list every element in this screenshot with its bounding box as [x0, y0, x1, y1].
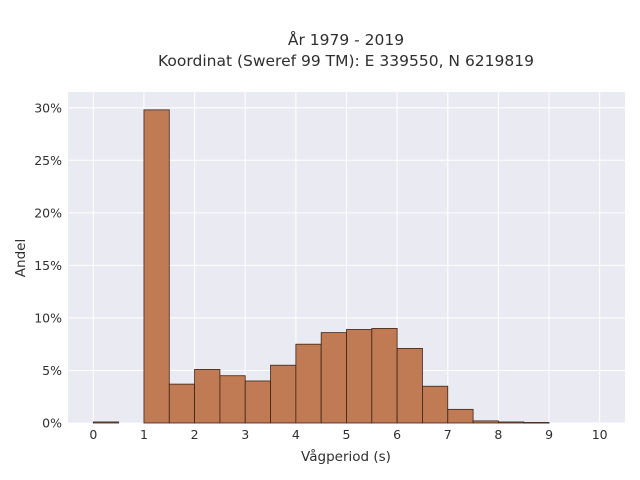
- x-tick-label: 8: [494, 427, 502, 442]
- y-tick-label: 5%: [42, 363, 62, 378]
- x-tick-label: 4: [292, 427, 300, 442]
- x-tick-label: 0: [89, 427, 97, 442]
- y-tick-label: 20%: [34, 205, 62, 220]
- histogram-bar: [295, 343, 322, 424]
- y-tick-labels: 0% 5% 10% 15% 20% 25% 30%: [34, 100, 62, 430]
- histogram-bar: [498, 421, 525, 424]
- x-axis-label: Vågperiod (s): [301, 448, 391, 465]
- histogram-bar: [244, 380, 271, 424]
- histogram-bar: [523, 422, 550, 424]
- chart-title-line1: År 1979 - 2019: [288, 30, 404, 49]
- x-tick-label: 1: [140, 427, 148, 442]
- x-tick-label: 3: [241, 427, 249, 442]
- x-tick-label: 6: [393, 427, 401, 442]
- y-tick-label: 0%: [42, 416, 62, 431]
- histogram-bar: [396, 347, 423, 424]
- histogram-bar: [320, 332, 347, 424]
- histogram-bar: [219, 375, 246, 424]
- histogram-bar: [194, 369, 221, 424]
- y-axis-label: Andel: [13, 239, 29, 277]
- histogram-bar: [447, 408, 474, 424]
- histogram-bar: [168, 383, 195, 424]
- x-tick-label: 2: [191, 427, 199, 442]
- y-tick-label: 30%: [34, 100, 62, 115]
- bars: [92, 109, 550, 424]
- x-tick-label: 7: [444, 427, 452, 442]
- x-tick-label: 10: [592, 427, 608, 442]
- chart-title-line2: Koordinat (Sweref 99 TM): E 339550, N 62…: [158, 52, 534, 70]
- x-tick-labels: 0 1 2 3 4 5 6 7 8 9 10: [89, 427, 607, 442]
- x-tick-label: 9: [545, 427, 553, 442]
- y-tick-label: 15%: [34, 258, 62, 273]
- histogram-bar: [346, 329, 373, 424]
- histogram-bar: [143, 109, 170, 424]
- histogram-bar: [371, 328, 398, 424]
- histogram-bar: [92, 421, 120, 424]
- y-tick-label: 10%: [34, 310, 62, 325]
- histogram-bar: [472, 420, 499, 424]
- histogram-bar: [270, 364, 297, 424]
- x-tick-label: 5: [343, 427, 351, 442]
- y-tick-label: 25%: [34, 153, 62, 168]
- histogram-bar: [422, 385, 449, 424]
